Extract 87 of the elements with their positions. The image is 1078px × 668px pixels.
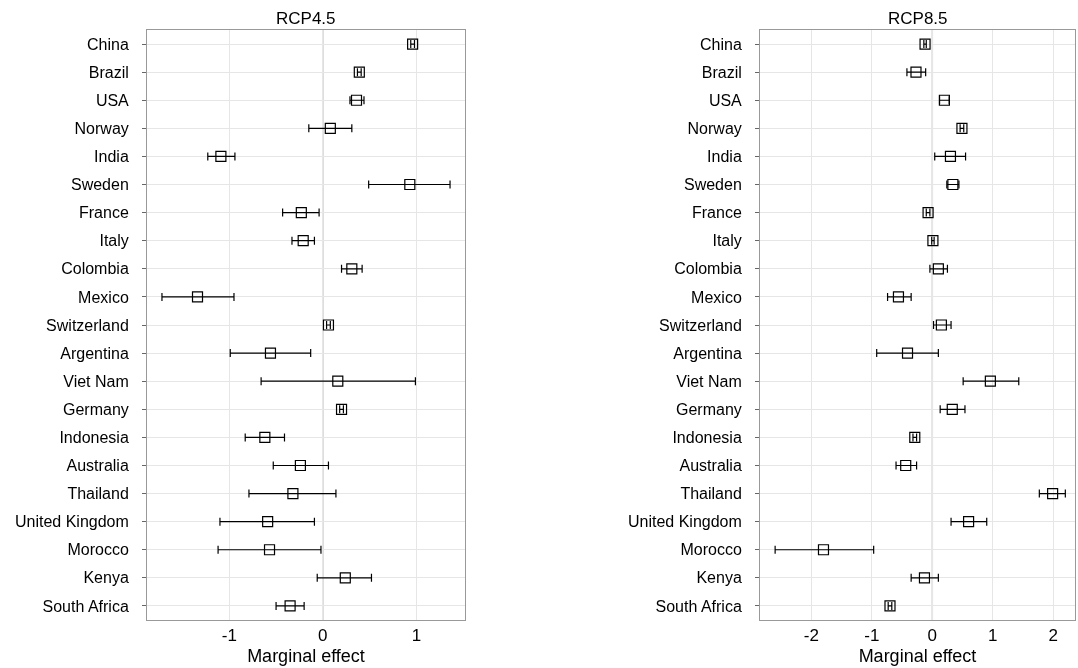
x-axis-title: Marginal effect [247, 645, 365, 666]
y-tick-label: United Kingdom [14, 513, 129, 531]
point [295, 207, 307, 219]
x-tick-label: 0 [318, 626, 328, 646]
x-tick-label: -1 [864, 626, 880, 646]
y-tick-label: Norway [687, 119, 742, 137]
y-tick-label: Australia [66, 457, 129, 475]
point [339, 572, 351, 584]
point [191, 291, 204, 303]
y-tick-label: China [699, 35, 742, 53]
x-tick-label: -2 [803, 626, 819, 646]
point [817, 544, 830, 556]
y-tick-label: United Kingdom [627, 513, 742, 531]
point [1047, 487, 1059, 500]
point [910, 66, 922, 78]
y-tick-label: USA [708, 91, 743, 109]
point [264, 347, 277, 359]
point [962, 516, 975, 528]
y-tick-label: South Africa [42, 597, 129, 615]
point [332, 375, 344, 387]
y-tick-label: Argentina [673, 344, 742, 362]
y-tick-label: India [94, 148, 129, 166]
y-tick-label: USA [95, 91, 130, 109]
y-tick-label: Colombia [674, 260, 742, 278]
point [284, 600, 296, 612]
y-tick-label: India [707, 148, 742, 166]
point [901, 347, 914, 359]
y-tick-label: Switzerland [659, 316, 742, 334]
point [932, 263, 944, 275]
y-tick-label: Brazil [701, 63, 742, 81]
y-tick-label: Mexico [78, 288, 129, 306]
y-tick-label: Thailand [67, 485, 129, 503]
point [900, 459, 912, 472]
point [335, 403, 348, 415]
x-axis-title: Marginal effect [858, 645, 977, 666]
point [404, 178, 416, 191]
y-tick-label: Italy [99, 232, 129, 250]
y-tick-label: Germany [63, 400, 129, 418]
point [927, 235, 939, 247]
y-tick-label: France [692, 204, 742, 222]
y-tick-label: Viet Nam [63, 372, 129, 390]
y-tick-label: Germany [676, 400, 742, 418]
y-tick-label: Colombia [61, 260, 129, 278]
point [322, 319, 335, 331]
y-tick-label: Sweden [683, 176, 742, 194]
x-tick-label: -1 [221, 626, 237, 646]
point [919, 38, 931, 50]
y-tick-label: Italy [712, 232, 742, 250]
point [944, 150, 957, 163]
x-tick-label: 0 [927, 626, 938, 646]
point [918, 572, 931, 584]
y-tick-label: Thailand [680, 485, 742, 503]
y-tick-label: Kenya [83, 569, 129, 587]
y-tick-label: Sweden [70, 176, 129, 194]
point [297, 235, 309, 247]
point [935, 319, 947, 331]
point [892, 291, 905, 303]
y-tick-label: Indonesia [672, 428, 742, 446]
y-tick-label: Kenya [696, 569, 742, 587]
y-tick-label: Norway [74, 119, 129, 137]
y-tick-label: Switzerland [46, 316, 129, 334]
point [346, 263, 358, 275]
point [324, 122, 336, 134]
point [259, 431, 271, 443]
y-tick-label: Argentina [60, 344, 129, 362]
y-tick-label: Indonesia [59, 428, 129, 446]
y-tick-label: Viet Nam [676, 372, 742, 390]
chart-title: RCP4.5 [276, 9, 336, 28]
y-tick-label: Australia [679, 457, 742, 475]
point [294, 459, 306, 472]
point [263, 544, 276, 556]
y-tick-label: Morocco [67, 541, 129, 559]
y-tick-label: Morocco [680, 541, 742, 559]
x-tick-label: 2 [1048, 626, 1058, 646]
x-tick-label: 1 [988, 626, 998, 646]
point [215, 150, 227, 163]
y-tick-label: South Africa [655, 597, 742, 615]
point [946, 403, 958, 415]
y-tick-label: France [79, 204, 129, 222]
point [262, 516, 274, 528]
point [984, 375, 996, 387]
y-tick-label: China [86, 35, 129, 53]
y-tick-label: Mexico [691, 288, 742, 306]
x-tick-label: 1 [411, 626, 422, 646]
point [287, 487, 299, 500]
chart-title: RCP8.5 [888, 9, 948, 28]
y-tick-label: Brazil [88, 63, 129, 81]
